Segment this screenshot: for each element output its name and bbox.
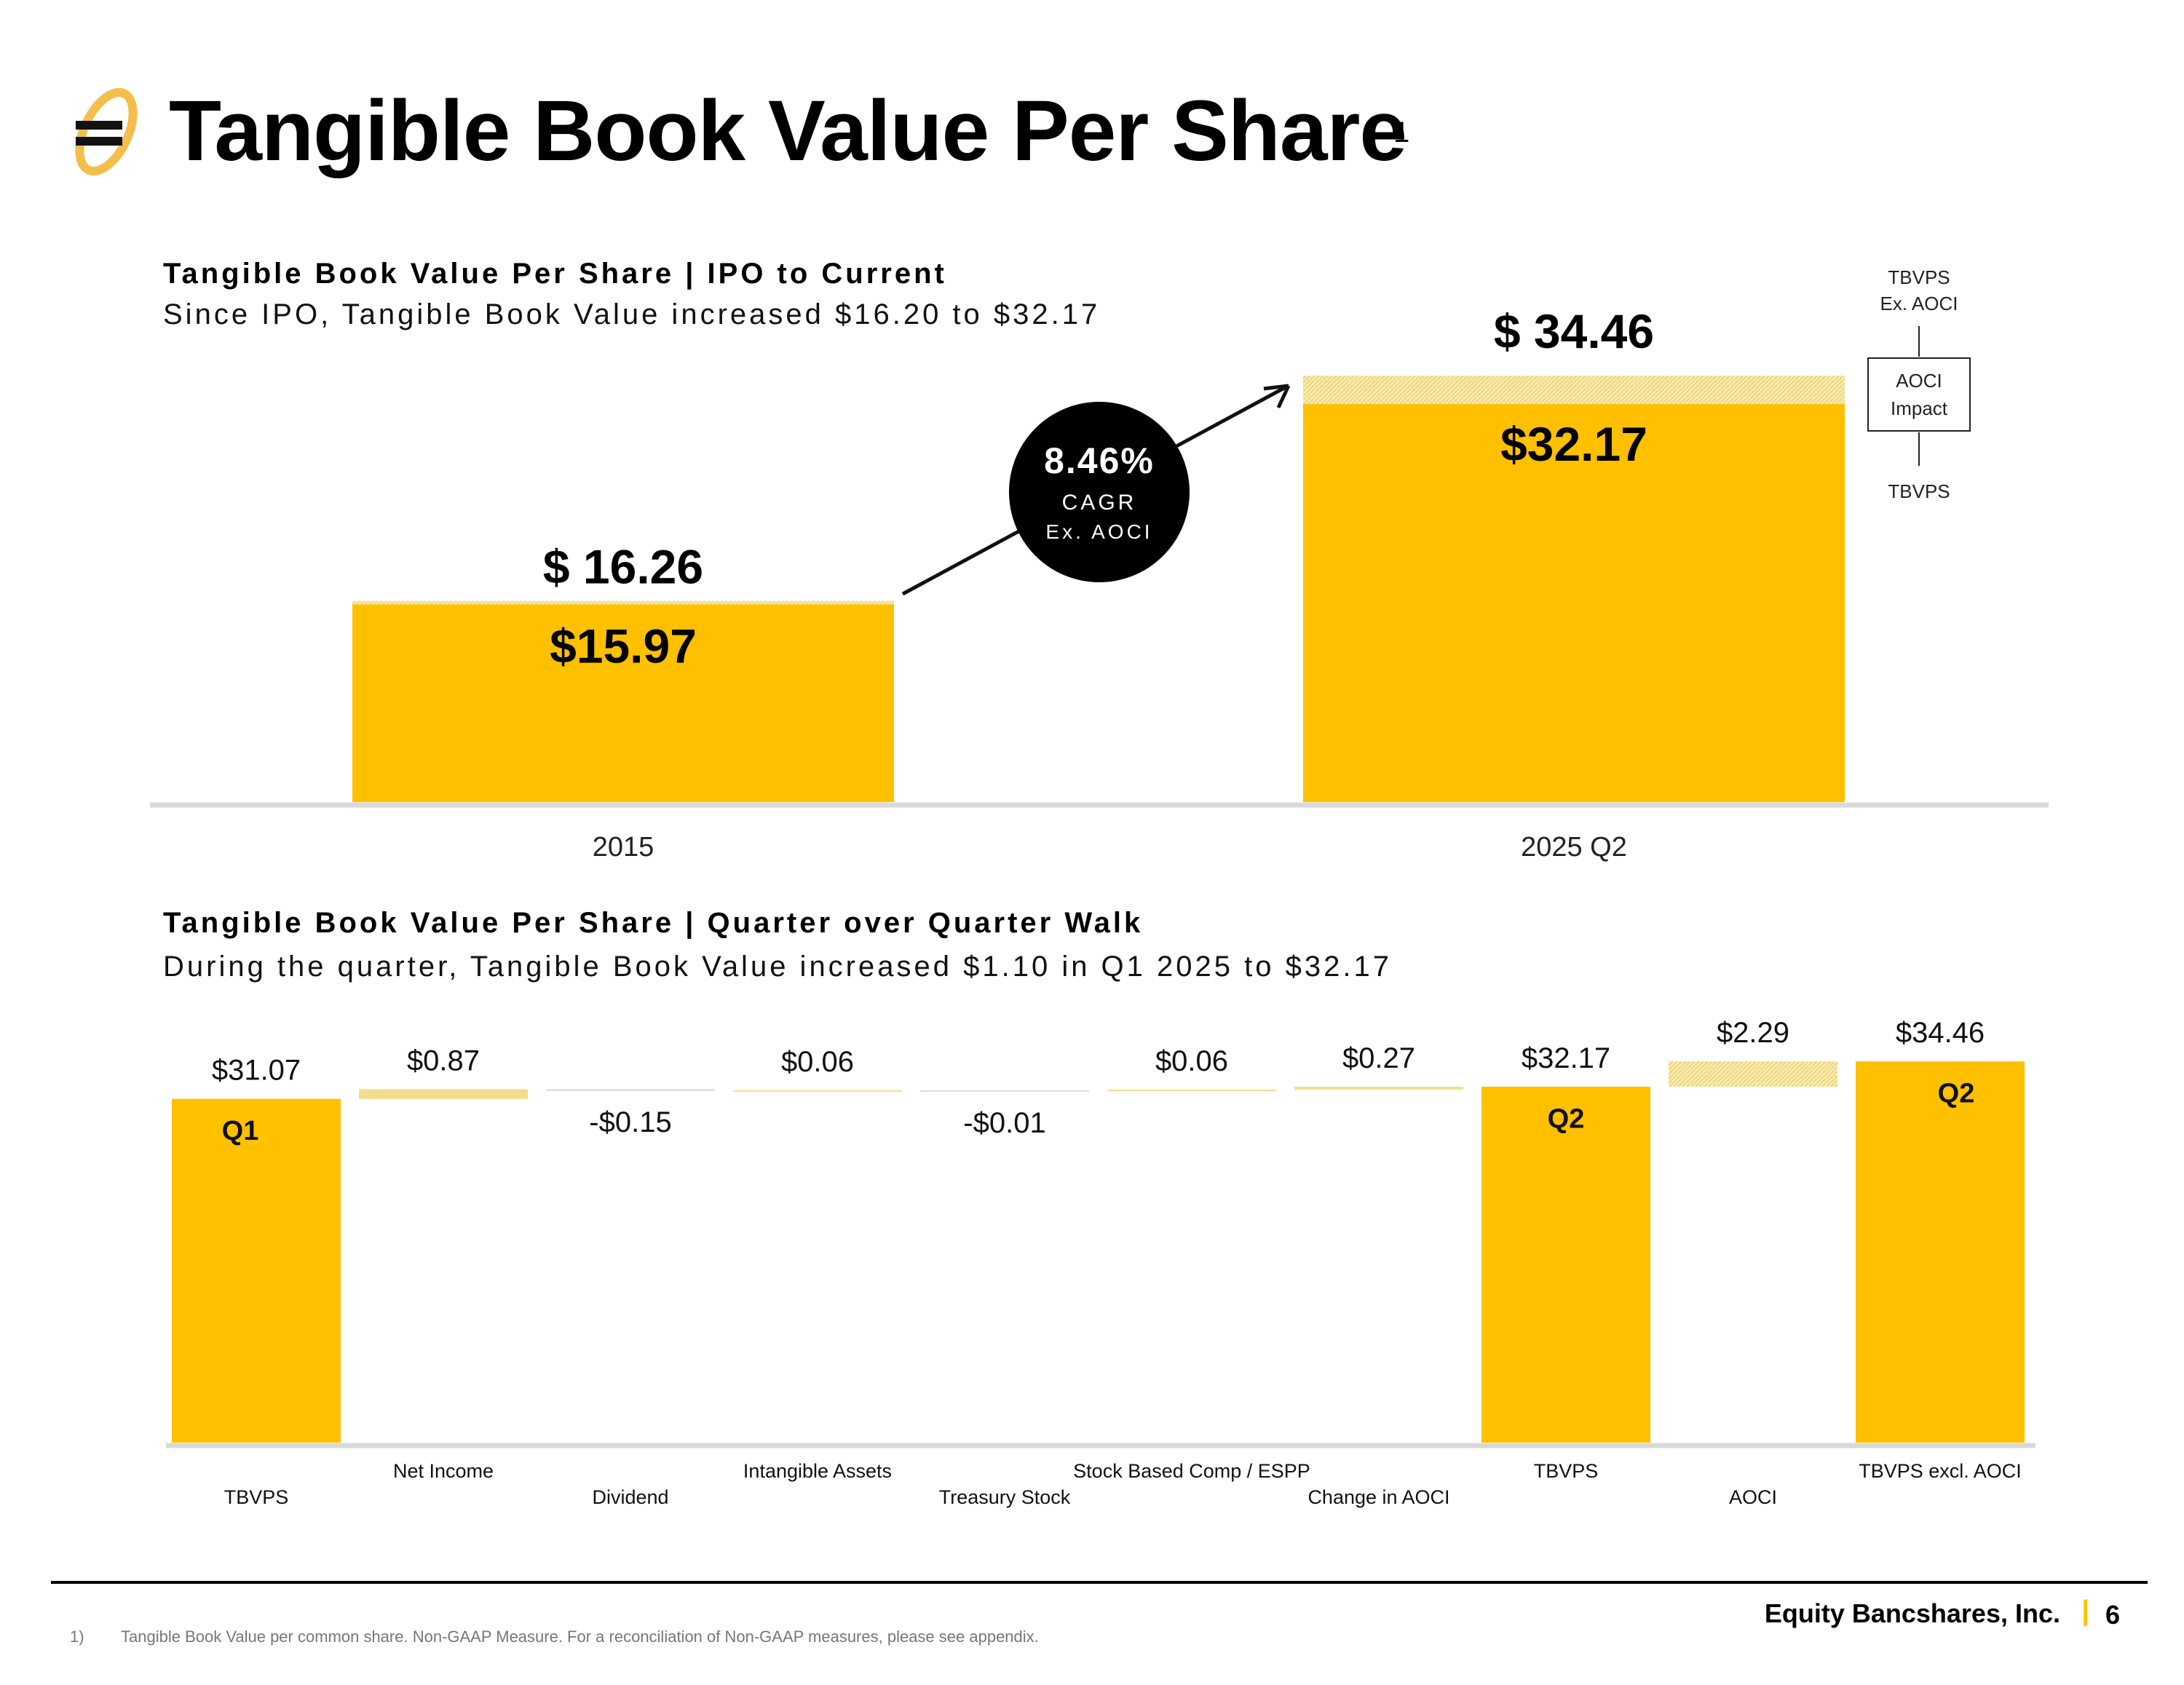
- bar-2025q2-aoci-impact: [1303, 376, 1845, 405]
- footer-rule: [51, 1581, 2148, 1584]
- waterfall-tag-0: Q1: [222, 1116, 259, 1146]
- company-name: Equity Bancshares, Inc.: [1764, 1598, 2060, 1628]
- waterfall-value-label-2: -$0.15: [589, 1106, 671, 1138]
- waterfall-bar-2: [546, 1089, 715, 1091]
- waterfall-category-label-3: Intangible Assets: [743, 1460, 892, 1482]
- category-label-2025q2: 2025 Q2: [1521, 832, 1627, 863]
- waterfall-value-label-9: $34.46: [1896, 1017, 1985, 1049]
- waterfall-category-label-1: Net Income: [393, 1460, 494, 1482]
- legend-top-label-1: TBVPS: [1888, 266, 1950, 288]
- waterfall-tag-9: Q2: [1938, 1079, 1975, 1109]
- footer-separator: |: [2081, 1595, 2089, 1626]
- cagr-value: 8.46%: [1044, 440, 1155, 481]
- section1-title: Tangible Book Value Per Share | IPO to C…: [163, 258, 947, 290]
- waterfall-bar-5: [1107, 1090, 1276, 1092]
- waterfall-value-label-1: $0.87: [407, 1045, 480, 1077]
- company-logo: [75, 87, 138, 176]
- page-title: Tangible Book Value Per Share1: [169, 83, 1409, 179]
- waterfall-value-label-6: $0.27: [1342, 1042, 1415, 1074]
- waterfall-value-label-7: $32.17: [1522, 1042, 1610, 1074]
- page-number: 6: [2105, 1600, 2120, 1630]
- legend-bottom-label: TBVPS: [1888, 480, 1950, 502]
- waterfall-category-label-7: TBVPS: [1534, 1460, 1599, 1482]
- waterfall-category-label-9: TBVPS excl. AOCI: [1859, 1460, 2022, 1482]
- waterfall-category-label-0: TBVPS: [224, 1486, 289, 1508]
- waterfall-bar-0: [172, 1098, 341, 1443]
- legend-box: [1867, 357, 1971, 432]
- total-label-2025q2: $ 34.46: [1494, 304, 1654, 358]
- waterfall-value-label-4: -$0.01: [963, 1107, 1045, 1139]
- bar-2025q2-tbvps: [1303, 404, 1845, 802]
- legend-box-line2: Impact: [1891, 397, 1948, 419]
- waterfall-category-label-4: Treasury Stock: [939, 1486, 1071, 1508]
- total-label-2015: $ 16.26: [543, 540, 703, 594]
- waterfall-tag-7: Q2: [1548, 1103, 1585, 1134]
- title-footnote-marker: 1: [1393, 116, 1409, 148]
- waterfall-bar-1: [359, 1089, 528, 1099]
- waterfall-bar-6: [1294, 1087, 1463, 1090]
- category-label-2015: 2015: [593, 832, 654, 863]
- waterfall-bar-9: [1856, 1061, 2025, 1443]
- legend-box-line1: AOCI: [1896, 370, 1942, 392]
- section2-subtitle: During the quarter, Tangible Book Value …: [163, 951, 1392, 983]
- section2-title: Tangible Book Value Per Share | Quarter …: [163, 907, 1144, 939]
- cagr-label: CAGR: [1062, 491, 1137, 515]
- waterfall-value-label-3: $0.06: [781, 1046, 854, 1078]
- waterfall-value-label-8: $2.29: [1717, 1017, 1789, 1049]
- waterfall-bar-7: [1481, 1087, 1650, 1443]
- waterfall-value-label-5: $0.06: [1155, 1045, 1228, 1077]
- footnote-text: Tangible Book Value per common share. No…: [121, 1627, 1039, 1646]
- quarter-walk-chart: $31.07 Q1 TBVPS $0.87 Net Income -$0.15 Divide…: [166, 1017, 2035, 1508]
- waterfall-bar-8: [1669, 1061, 1837, 1087]
- value-label-2015: $15.97: [550, 619, 697, 673]
- waterfall-category-label-2: Dividend: [592, 1486, 668, 1508]
- waterfall-bar-3: [733, 1090, 902, 1092]
- section1-subtitle: Since IPO, Tangible Book Value increased…: [163, 298, 1101, 330]
- cagr-sublabel: Ex. AOCI: [1045, 520, 1152, 543]
- growth-arrow-head-icon: [1263, 384, 1291, 409]
- bar-2015-tbvps: [352, 604, 894, 802]
- cagr-badge: [1009, 402, 1190, 582]
- waterfall-bar-4: [920, 1090, 1089, 1092]
- value-label-2025q2: $32.17: [1500, 417, 1647, 471]
- waterfall-category-label-8: AOCI: [1729, 1486, 1777, 1508]
- waterfall-value-label-0: $31.07: [212, 1055, 301, 1087]
- footnote-number: 1): [70, 1627, 84, 1646]
- waterfall-category-label-5: Stock Based Comp / ESPP: [1073, 1460, 1310, 1482]
- ipo-to-current-chart: $ 16.26 $15.97 $ 34.46 $32.17 2015 2025 …: [150, 266, 2049, 863]
- waterfall-category-label-6: Change in AOCI: [1307, 1486, 1449, 1508]
- bar-2015-aoci-impact: [352, 600, 894, 605]
- legend-top-label-2: Ex. AOCI: [1880, 293, 1958, 314]
